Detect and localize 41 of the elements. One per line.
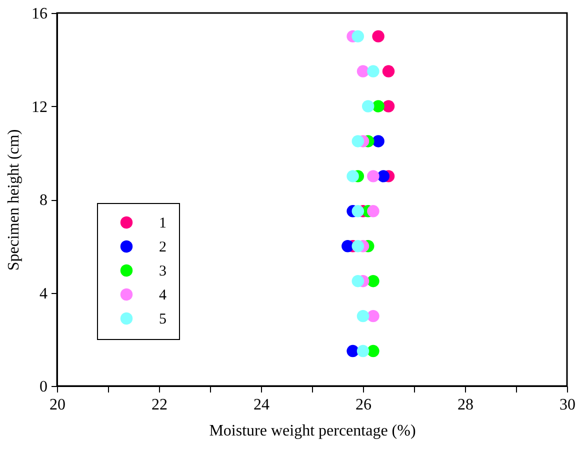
legend-label: 2	[159, 240, 166, 256]
y-tick-label: 0	[40, 378, 48, 396]
point	[372, 135, 384, 148]
legend-label: 3	[159, 264, 166, 280]
point	[352, 240, 364, 252]
point	[367, 274, 380, 288]
x-tick-label: 30	[560, 396, 576, 414]
x-tick-label: 20	[50, 396, 66, 414]
point	[372, 30, 384, 42]
point	[372, 100, 384, 112]
y-tick-label: 4	[40, 285, 48, 302]
legend-label: 4	[159, 288, 167, 304]
point	[346, 344, 359, 358]
point	[356, 310, 370, 322]
point	[382, 100, 395, 112]
point	[342, 240, 354, 252]
x-axis-title: Moisture weight percentage (%)	[209, 422, 416, 440]
y-tick-label: 16	[32, 6, 48, 22]
x-tick-label: 24	[254, 396, 270, 414]
point	[356, 344, 370, 358]
point	[346, 170, 359, 182]
point	[367, 310, 380, 322]
point	[367, 344, 380, 358]
x-tick-label: 22	[152, 396, 168, 414]
point	[367, 65, 380, 78]
legend-label: 1	[159, 216, 166, 232]
point	[352, 274, 364, 288]
legend-label: 5	[159, 312, 166, 328]
point	[356, 65, 370, 78]
point	[362, 100, 374, 112]
point	[382, 65, 395, 78]
point	[377, 170, 390, 182]
y-tick-label: 12	[32, 98, 48, 116]
point	[367, 170, 380, 182]
point	[352, 135, 364, 148]
point	[367, 205, 380, 218]
x-tick-label: 28	[458, 396, 474, 414]
y-axis-title: Specimen height (cm)	[6, 129, 22, 271]
y-tick-label: 8	[40, 192, 48, 209]
point	[352, 30, 364, 42]
x-tick-label: 26	[356, 396, 372, 414]
